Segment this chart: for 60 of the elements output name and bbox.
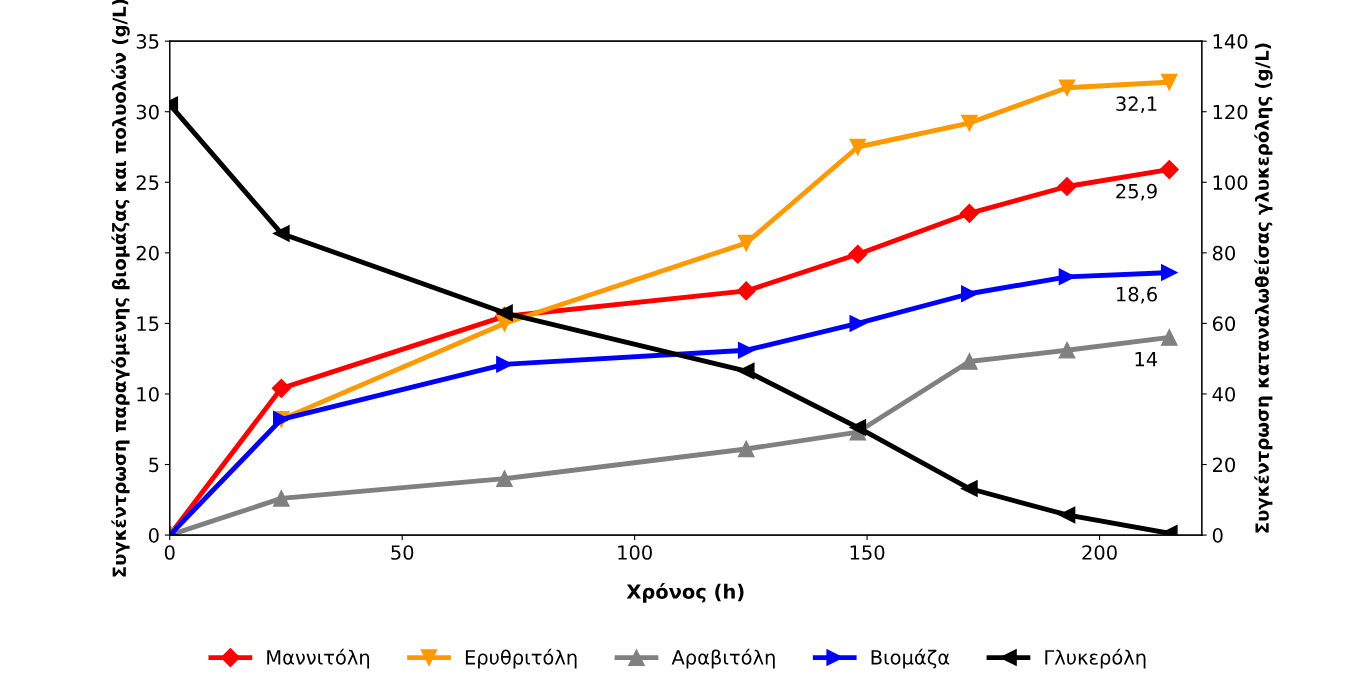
point	[1160, 73, 1178, 91]
point	[849, 315, 867, 332]
point	[1058, 79, 1076, 97]
point	[496, 470, 513, 487]
point	[1159, 160, 1179, 180]
x-tick-label: 0	[164, 545, 175, 560]
y-tick-label: 0	[148, 528, 159, 543]
point	[737, 341, 755, 359]
point	[272, 490, 290, 507]
y2-tick-label: 40	[1212, 386, 1235, 402]
point	[959, 203, 979, 223]
x-tick-label: 100	[618, 545, 652, 560]
y2-tick-label: 80	[1212, 245, 1235, 261]
point	[737, 234, 755, 252]
y2-axis-title: Συγκέντρωση καταναλωθείσας γλυκερόλης (g/L)	[1254, 43, 1273, 533]
y-tick-label: 5	[149, 457, 159, 473]
point	[1058, 506, 1076, 524]
data-label: 18,6	[1117, 286, 1157, 304]
data-label: 14	[1135, 352, 1158, 367]
y2-tick-label: 100	[1213, 175, 1248, 190]
y2-tick-label: 0	[1212, 528, 1223, 543]
point	[961, 285, 978, 303]
legend-label: Γλυκερόλη	[1045, 648, 1146, 669]
point	[271, 378, 291, 398]
y-tick-label: 10	[137, 386, 159, 402]
point	[496, 304, 513, 322]
legend-label: Μαννιτόλη	[267, 648, 370, 669]
point	[961, 353, 978, 370]
legend-label: Βιομάζα	[871, 648, 950, 669]
point	[848, 244, 868, 264]
x-tick-label: 200	[1082, 545, 1117, 560]
point	[737, 362, 755, 380]
point	[1160, 329, 1178, 346]
x-tick-label: 150	[850, 545, 885, 560]
point	[272, 225, 290, 242]
y2-tick-label: 140	[1213, 34, 1248, 49]
x-axis-title: Χρόνος (h)	[626, 583, 744, 603]
point	[736, 281, 756, 301]
point	[849, 419, 867, 436]
y-axis-title: Συγκέντρωση παραγόμενης βιομάζας και πολυολών (g/L)	[111, 0, 130, 577]
point	[1160, 264, 1178, 281]
point	[1057, 176, 1077, 197]
y2-tick-label: 120	[1213, 104, 1248, 120]
y-tick-label: 35	[136, 34, 159, 49]
data-label: 32,1	[1116, 96, 1157, 114]
y2-tick-label: 20	[1212, 457, 1235, 473]
y-tick-label: 30	[136, 104, 159, 120]
y-tick-label: 15	[137, 316, 159, 332]
point	[1058, 341, 1076, 359]
point	[737, 440, 755, 458]
data-label: 25,9	[1116, 183, 1157, 201]
legend-label: Ερυθριτόλη	[465, 648, 577, 669]
y2-tick-label: 60	[1212, 316, 1235, 332]
x-tick-label: 50	[391, 545, 414, 560]
y-tick-label: 25	[136, 175, 159, 190]
legend-label: Αραβιτόλη	[671, 648, 775, 669]
y-tick-label: 20	[136, 245, 159, 261]
point	[961, 114, 978, 132]
point	[961, 480, 978, 497]
point	[849, 138, 867, 156]
